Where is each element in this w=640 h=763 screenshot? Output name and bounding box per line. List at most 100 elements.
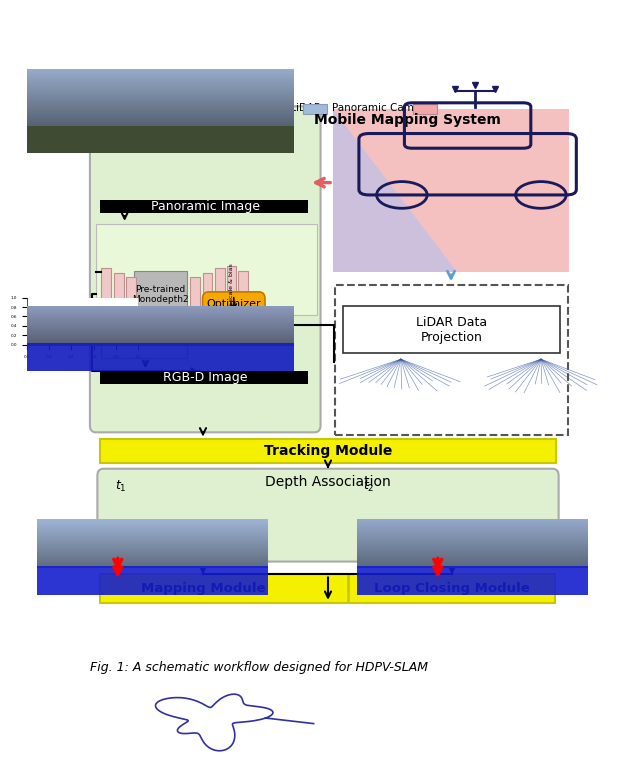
Point — [99, 330, 109, 343]
Point — [33, 311, 43, 323]
Bar — [237, 271, 248, 317]
Point — [36, 331, 46, 343]
Bar — [114, 272, 124, 316]
Point — [97, 317, 107, 330]
Bar — [215, 268, 225, 320]
Point — [90, 321, 100, 333]
Bar — [202, 272, 212, 316]
Text: Panoramic Image: Panoramic Image — [151, 200, 260, 213]
Point — [32, 320, 42, 332]
Text: Depth Association: Depth Association — [265, 475, 391, 489]
FancyBboxPatch shape — [202, 292, 265, 317]
Point — [29, 325, 40, 337]
Point — [32, 314, 42, 327]
Point — [88, 321, 99, 333]
Point — [36, 330, 47, 343]
Point — [93, 333, 104, 345]
Text: Panoramic Camera:: Panoramic Camera: — [332, 103, 435, 113]
Point — [96, 320, 106, 333]
Point — [26, 317, 36, 330]
Point — [28, 314, 38, 327]
Point — [90, 327, 100, 340]
Point — [97, 333, 107, 345]
Point — [36, 325, 47, 337]
FancyBboxPatch shape — [202, 313, 265, 338]
Bar — [101, 320, 187, 359]
Point — [27, 315, 37, 327]
Point — [42, 329, 52, 341]
Point — [31, 317, 41, 329]
Point — [94, 333, 104, 346]
Point — [94, 316, 104, 328]
Point — [26, 333, 36, 346]
Point — [24, 320, 34, 332]
Point — [49, 326, 60, 338]
Text: RGB-D Image: RGB-D Image — [163, 371, 248, 385]
Point — [88, 330, 99, 342]
Text: Correction: Correction — [205, 320, 262, 330]
Point — [33, 336, 44, 349]
Text: Loop Closing Module: Loop Closing Module — [374, 582, 529, 595]
Point — [24, 324, 35, 336]
FancyBboxPatch shape — [90, 106, 321, 433]
Point — [88, 314, 98, 326]
Point — [86, 307, 96, 320]
Point — [93, 326, 103, 338]
Bar — [126, 277, 136, 312]
Point — [40, 328, 51, 340]
Text: Pre-trained
Monodepth2: Pre-trained Monodepth2 — [132, 285, 189, 304]
Bar — [97, 224, 317, 315]
Point — [88, 311, 99, 324]
Point — [28, 311, 38, 324]
Text: Mobile Mapping System: Mobile Mapping System — [314, 113, 500, 127]
Point — [92, 334, 102, 346]
Point — [88, 322, 99, 334]
Point — [31, 320, 42, 332]
Point — [92, 326, 102, 338]
Point — [37, 329, 47, 341]
Point — [95, 331, 106, 343]
Bar — [335, 285, 568, 435]
Point — [24, 320, 35, 332]
Point — [30, 309, 40, 321]
Bar — [100, 575, 555, 603]
Point — [87, 320, 97, 333]
Text: Tracking Module: Tracking Module — [264, 444, 392, 458]
Point — [36, 330, 47, 342]
Point — [88, 330, 98, 343]
Point — [34, 322, 44, 334]
Text: Optimizer: Optimizer — [207, 299, 261, 309]
Point — [44, 326, 54, 338]
Point — [94, 323, 104, 335]
Point — [28, 336, 38, 349]
Point — [35, 331, 45, 343]
Point — [90, 320, 100, 332]
Point — [35, 324, 45, 336]
Bar — [134, 271, 187, 319]
Point — [36, 320, 46, 333]
Point — [30, 330, 40, 342]
Text: $t_2$: $t_2$ — [363, 479, 374, 494]
Point — [44, 324, 54, 336]
Point — [25, 317, 35, 329]
Point — [97, 333, 107, 346]
Point — [86, 329, 96, 341]
Bar — [333, 109, 568, 272]
Point — [84, 332, 95, 344]
Point — [85, 323, 95, 335]
Point — [35, 331, 45, 343]
Point — [29, 324, 39, 336]
Point — [44, 330, 54, 343]
Text: Tilted LiDAR:: Tilted LiDAR: — [257, 103, 324, 113]
Point — [29, 335, 39, 347]
Point — [29, 322, 39, 334]
Point — [102, 318, 113, 330]
Point — [88, 327, 99, 339]
Point — [25, 320, 35, 333]
Point — [97, 330, 107, 342]
Point — [37, 318, 47, 330]
Bar — [227, 266, 236, 323]
Point — [37, 330, 47, 342]
Point — [106, 333, 116, 345]
Bar — [303, 104, 327, 114]
